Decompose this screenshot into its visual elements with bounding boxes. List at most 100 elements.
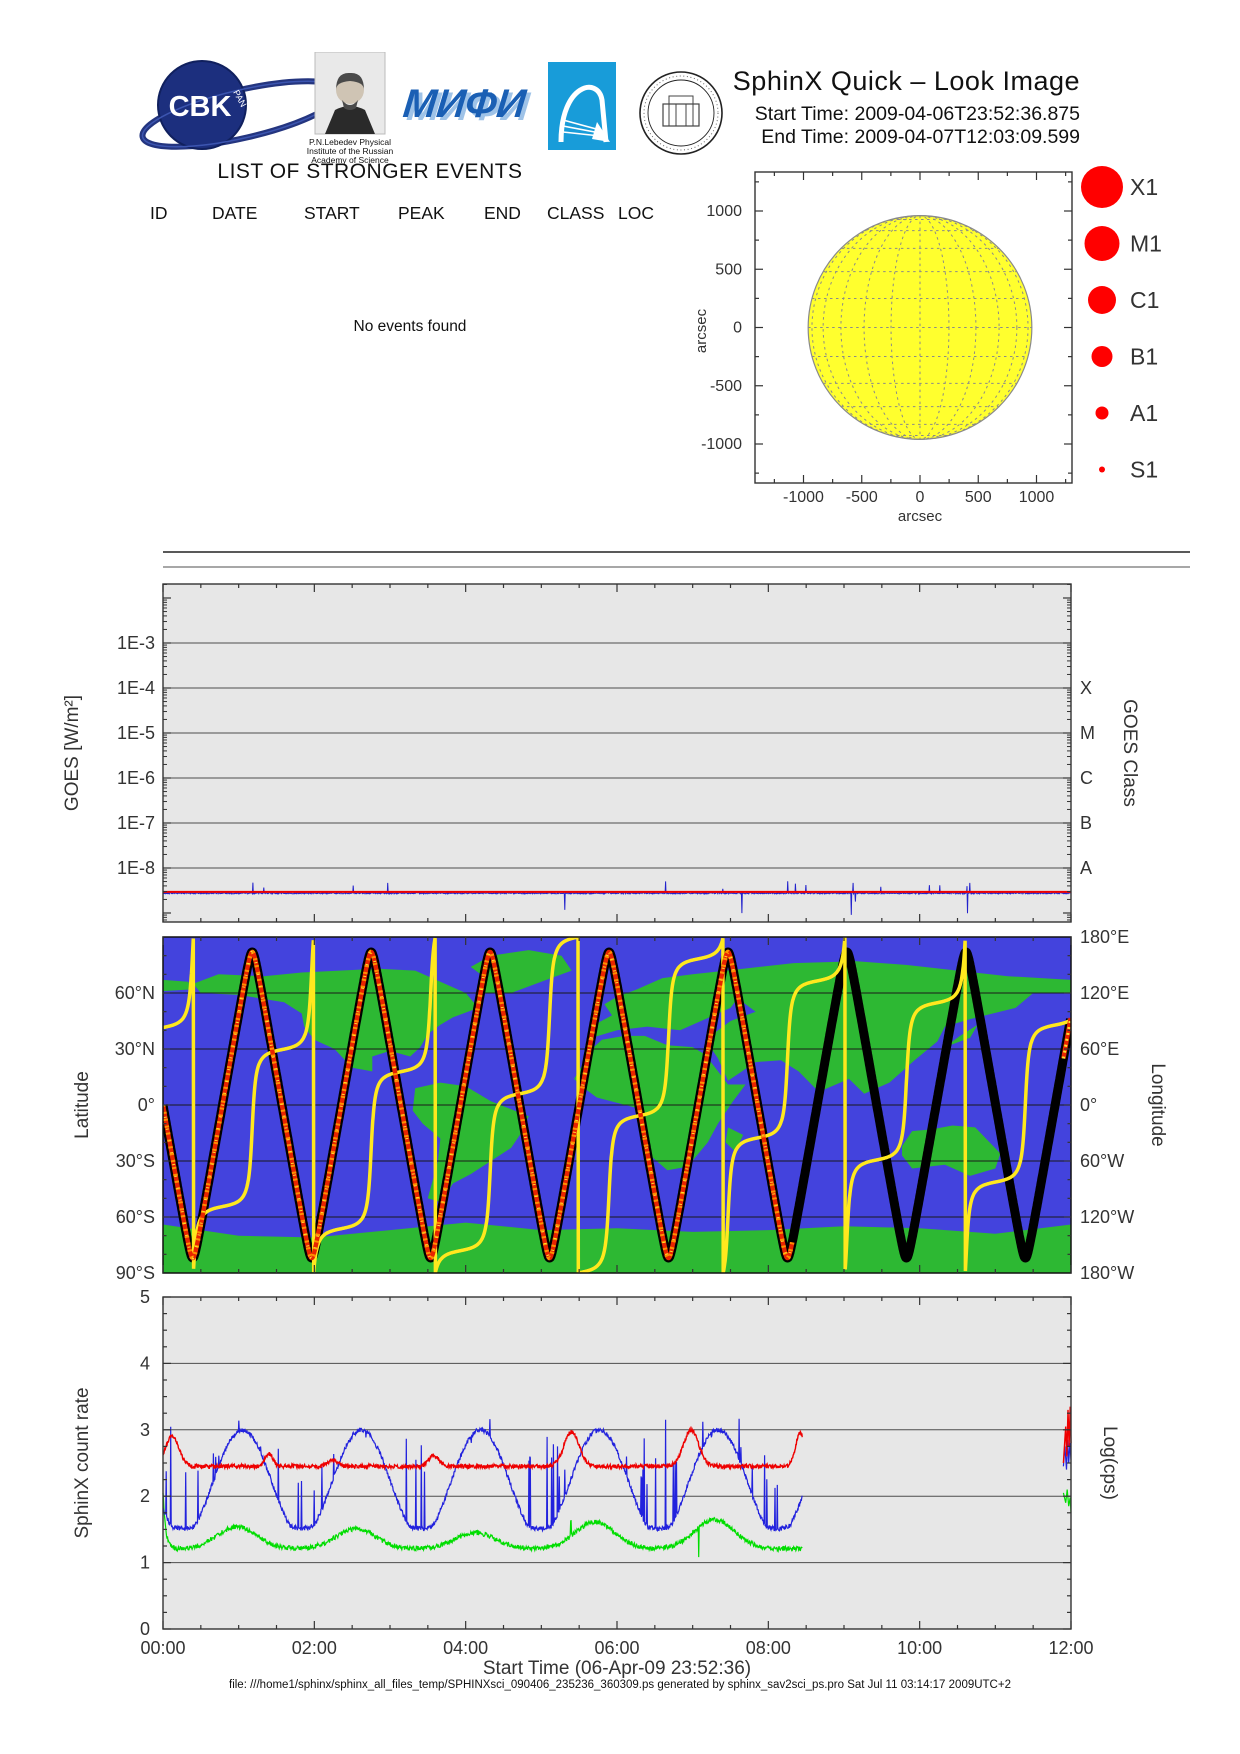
goes-ytick-label: 1E-4 [117, 678, 155, 698]
goes-tick-labels: 1E-3 1E-4 1E-5 1E-6 1E-7 1E-8 X M C B A [117, 633, 1095, 878]
sun-ytick-label: 1000 [706, 203, 742, 220]
goes-yaxis-title: GOES [W/m²] [62, 695, 83, 811]
events-column-header-row: ID DATE START PEAK END CLASS LOC [0, 203, 700, 225]
goes-ytick-label: 1E-6 [117, 768, 155, 788]
events-column-header-id: ID [150, 203, 168, 223]
longitude-tick-label: 120°E [1080, 983, 1129, 1003]
sun-disk-plot: -1000 -1000 -500 -500 0 0 500 500 1000 1000 arcsec… [693, 171, 1073, 525]
lebedev-institute-logo: P.N.Lebedev Physical Institute of the Ru… [307, 52, 394, 164]
report-title: SphinX Quick – Look Image [732, 66, 1080, 96]
count-red-line [162, 1406, 1072, 1471]
sun-xtick-label: -1000 [783, 489, 824, 506]
map-ticks [162, 937, 1072, 1273]
longitude-tick-label: 60°E [1080, 1039, 1119, 1059]
latitude-tick-label: 90°S [116, 1263, 155, 1283]
count-ticks [162, 1296, 1072, 1630]
longitude-tick-label: 120°W [1080, 1207, 1134, 1227]
sun-xtick-label: 1000 [1019, 489, 1055, 506]
seal-ring-text [643, 75, 719, 151]
goes-plot-background [163, 584, 1071, 922]
events-column-header-date: DATE [212, 203, 258, 223]
count-xtick-label: 02:00 [292, 1638, 337, 1658]
count-xtick-label: 10:00 [897, 1638, 942, 1658]
goes-ytick-label: 1E-7 [117, 813, 155, 833]
count-ytick-label: 2 [140, 1486, 150, 1506]
count-rate-plot: 0 1 2 3 4 5 00:00 02:00 04:00 06:00 08:00 10:00 12:0… [72, 1287, 1120, 1679]
goes-class-label: A [1080, 858, 1092, 878]
comet-arrowhead [592, 122, 610, 142]
longitude-tick-label: 180°W [1080, 1263, 1134, 1283]
longitude-tick-label: 180°E [1080, 927, 1129, 947]
latitude-tick-label: 0° [138, 1095, 155, 1115]
events-column-header-peak: PEAK [398, 203, 445, 223]
events-column-header-loc: LOC [618, 203, 654, 223]
goes-ytick-label: 1E-3 [117, 633, 155, 653]
solar-disk [807, 215, 1033, 440]
count-ytick-label: 0 [140, 1619, 150, 1639]
legend-label-B1: B1 [1130, 344, 1158, 370]
events-column-header-class: CLASS [547, 203, 605, 223]
legend-circle-B1 [1091, 346, 1113, 367]
sun-plot-ticks [755, 172, 1072, 483]
sun-plot-tick-labels: -1000 -1000 -500 -500 0 0 500 500 1000 1000 [701, 203, 1054, 506]
latitude-tick-label: 60°N [115, 983, 155, 1003]
goes-class-label: C [1080, 768, 1093, 788]
university-seal-logo [639, 71, 723, 155]
longitude-tick-label: 0° [1080, 1095, 1097, 1115]
title-block: SphinX Quick – Look Image Start Time: 20… [620, 66, 1080, 149]
count-xtick-label: 04:00 [443, 1638, 488, 1658]
lebedev-caption-1: P.N.Lebedev Physical [309, 137, 391, 147]
latitude-tick-label: 30°S [116, 1151, 155, 1171]
map-y2axis-title: Longitude [1147, 1063, 1168, 1146]
continent-south_america [412, 1082, 529, 1203]
sun-xtick-label: 500 [965, 489, 992, 506]
legend-circle-M1 [1084, 226, 1120, 261]
count-tick-labels: 0 1 2 3 4 5 00:00 02:00 04:00 06:00 08:00 10:00 12:0… [140, 1287, 1094, 1658]
mephi-logo: МИФИ МИФИ [401, 82, 533, 129]
legend-label-S1: S1 [1130, 457, 1158, 483]
legend-circle-C1 [1088, 286, 1116, 314]
mephi-logo-text: МИФИ [401, 82, 529, 126]
count-plot-background [163, 1297, 1071, 1629]
sun-xaxis-title: arcsec [898, 508, 943, 525]
end-time-text: End Time: 2009-04-07T12:03:09.599 [761, 126, 1080, 148]
heliographic-grid [808, 215, 1032, 440]
goes-class-label: X [1080, 678, 1092, 698]
map-tick-labels: 60°N 30°N 0° 30°S 60°S 90°S 180°E 120°E 60°E 0° 60… [115, 927, 1134, 1283]
legend-circle-A1 [1095, 406, 1109, 420]
continent-japan [944, 1024, 978, 1048]
continent-madagascar [725, 1127, 744, 1152]
sun-ytick-label: -1000 [701, 436, 742, 453]
start-time-text: Start Time: 2009-04-06T23:52:36.875 [754, 103, 1080, 125]
longitude-tick-label: 60°W [1080, 1151, 1124, 1171]
continent-chukotka [163, 979, 194, 992]
arch-comet-logo [548, 62, 616, 150]
goes-gridlines [163, 642, 1071, 869]
count-xtick-label: 06:00 [594, 1638, 639, 1658]
goes-ytick-label: 1E-8 [117, 858, 155, 878]
goes-ticks [162, 583, 1072, 922]
separator-lines [163, 551, 1190, 568]
goes-y2axis-title: GOES Class [1119, 699, 1140, 807]
ground-track-plot: 60°N 30°N 0° 30°S 60°S 90°S 180°E 120°E 60°E 0° 60… [72, 927, 1168, 1283]
latitude-tick-label: 30°N [115, 1039, 155, 1059]
count-ytick-label: 3 [140, 1420, 150, 1440]
sun-ytick-label: -500 [710, 378, 742, 395]
events-column-header-end: END [484, 203, 521, 223]
count-yaxis-title: SphinX count rate [72, 1387, 93, 1538]
goes-ytick-label: 1E-5 [117, 723, 155, 743]
portrait-suit [325, 106, 375, 134]
events-list-heading: LIST OF STRONGER EVENTS [217, 160, 523, 183]
legend-label-M1: M1 [1130, 231, 1162, 257]
no-events-message: No events found [353, 318, 467, 335]
sun-xtick-label: -500 [846, 489, 878, 506]
map-yaxis-title: Latitude [72, 1071, 93, 1139]
lebedev-caption-3: Academy of Science [311, 155, 389, 164]
goes-class-label: B [1080, 813, 1092, 833]
events-column-header-start: START [304, 203, 360, 223]
sun-xtick-label: 0 [916, 489, 925, 506]
lebedev-caption-2: Institute of the Russian [307, 146, 394, 156]
portrait-face [336, 76, 364, 104]
goes-class-label: M [1080, 723, 1095, 743]
